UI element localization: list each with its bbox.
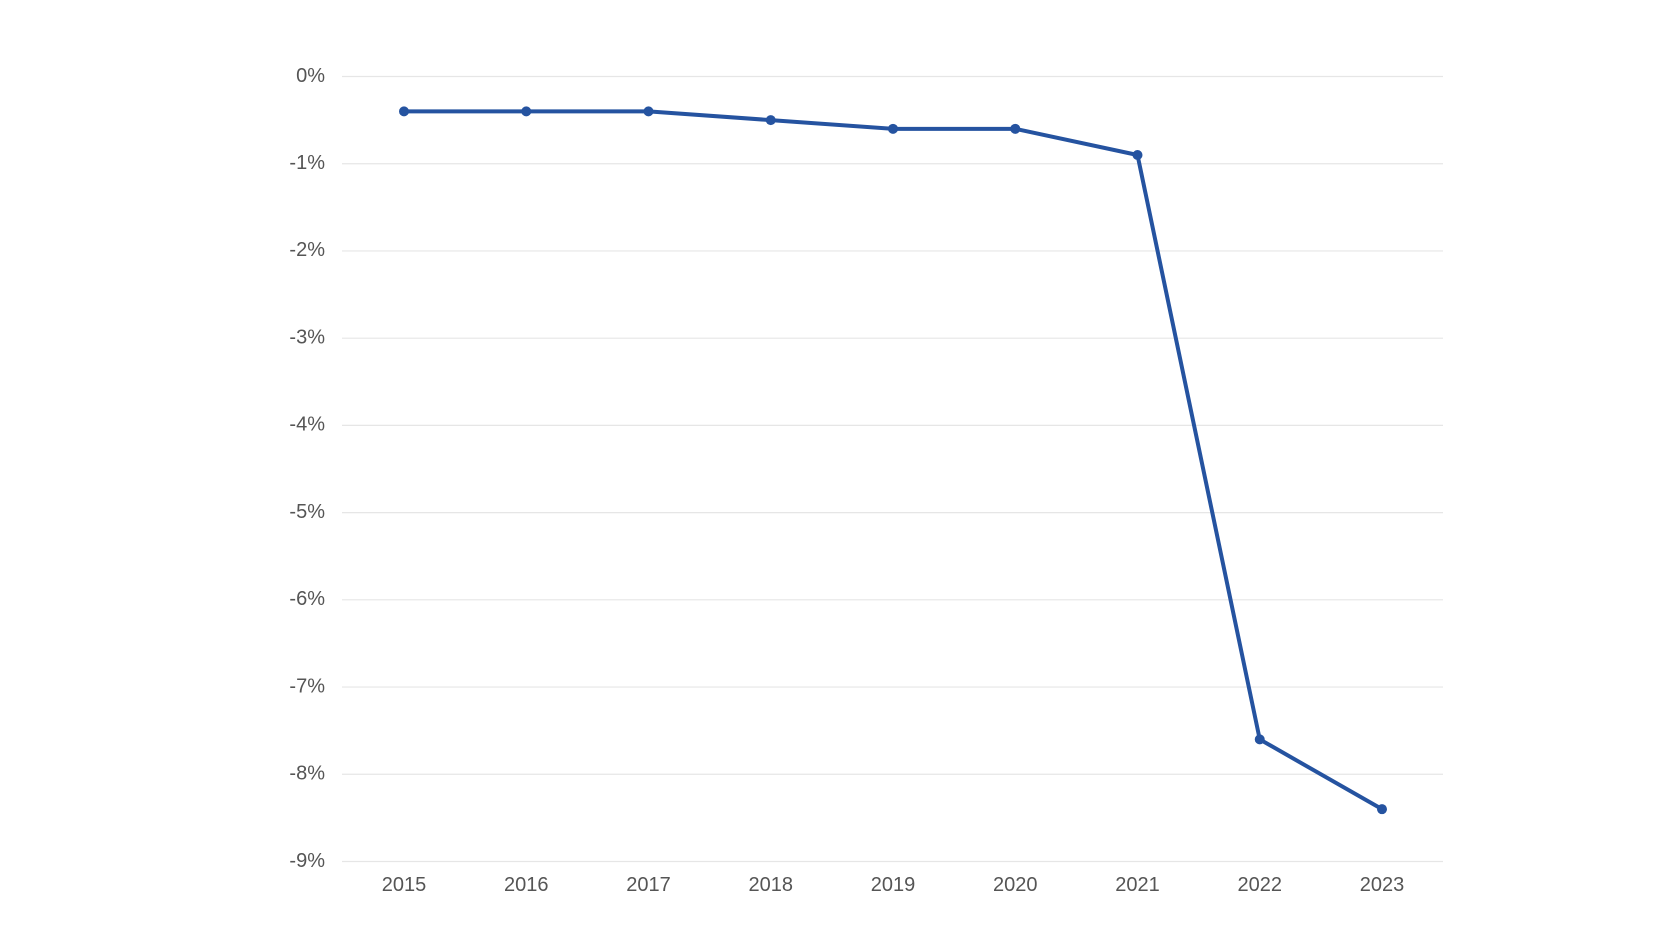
x-tick-label: 2017	[626, 874, 671, 896]
x-tick-label: 2020	[993, 874, 1038, 896]
data-point	[521, 106, 532, 117]
y-tick-label: -2%	[289, 239, 325, 261]
y-tick-label: -4%	[289, 414, 325, 436]
x-tick-label: 2021	[1115, 874, 1160, 896]
x-tick-label: 2018	[749, 874, 794, 896]
y-tick-label: -8%	[289, 763, 325, 785]
x-tick-label: 2023	[1360, 874, 1405, 896]
y-tick-label: -7%	[289, 675, 325, 697]
data-point	[888, 123, 898, 134]
x-tick-label: 2019	[871, 874, 916, 896]
x-tick-label: 2015	[382, 874, 427, 896]
y-tick-label: -6%	[289, 588, 325, 610]
data-point	[1010, 123, 1021, 134]
data-point	[765, 115, 776, 126]
y-tick-label: -3%	[289, 326, 325, 348]
data-point	[1377, 804, 1387, 815]
y-tick-label: 0%	[296, 65, 325, 87]
x-tick-label: 2016	[504, 874, 549, 896]
data-point	[1132, 150, 1143, 160]
data-point	[399, 106, 409, 117]
y-tick-label: -5%	[289, 501, 325, 523]
series-line	[404, 109, 1383, 811]
data-point	[1254, 734, 1265, 745]
y-tick-label: -9%	[289, 850, 325, 872]
data-point	[643, 106, 654, 117]
y-tick-label: -1%	[289, 152, 325, 174]
x-tick-label: 2022	[1238, 874, 1283, 896]
